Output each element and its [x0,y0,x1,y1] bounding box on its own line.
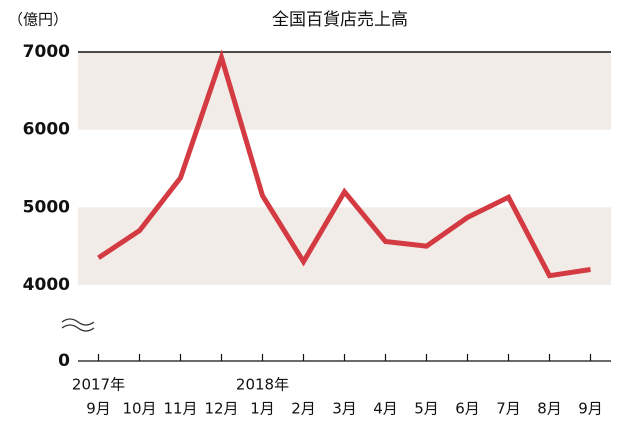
chart-title: 全国百貨店売上高 [272,10,408,30]
x-tick-label: 1月 [250,400,275,418]
x-tick-label: 9月 [578,400,603,418]
break-wave [61,318,95,326]
break-wave [61,324,95,332]
year-label: 2018年 [236,376,289,394]
x-tick-label: 2月 [291,400,316,418]
x-tick-label: 3月 [332,400,357,418]
x-tick-label: 11月 [163,400,197,418]
x-tick-label: 4月 [373,400,398,418]
band [78,207,611,285]
x-tick-label: 9月 [86,400,111,418]
y-unit: （億円） [8,11,68,29]
x-tick-label: 7月 [496,400,521,418]
y-tick-label: 4000 [23,275,70,295]
year-label: 2017年 [72,376,125,394]
axis-break [61,318,95,332]
x-tick-label: 10月 [122,400,156,418]
y-tick-label: 0 [58,351,70,371]
line [97,49,591,279]
y-tick-label: 5000 [23,197,70,217]
band [78,52,611,130]
x-tick-label: 5月 [414,400,439,418]
y-tick-label: 7000 [23,42,70,62]
y-tick-label: 6000 [23,120,70,140]
x-tick-label: 8月 [537,400,562,418]
x-tick-label: 6月 [455,400,480,418]
x-tick-label: 12月 [204,400,238,418]
